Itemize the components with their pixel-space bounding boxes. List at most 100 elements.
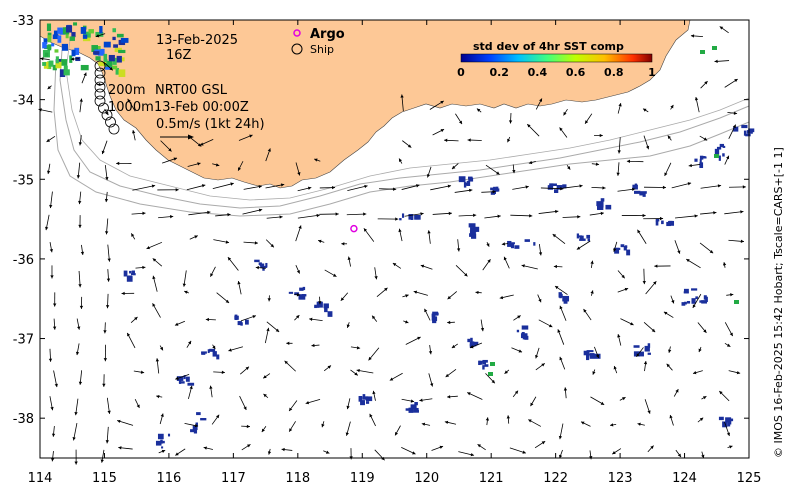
sst-patch: [432, 320, 436, 323]
sst-patch: [687, 301, 690, 304]
sst-patch: [467, 181, 470, 186]
sst-patch-coastal: [64, 69, 70, 75]
sst-patch: [695, 296, 698, 299]
sst-patch: [684, 289, 689, 294]
sst-patch: [559, 292, 562, 297]
sst-patch: [722, 153, 724, 156]
sst-patch: [601, 202, 603, 208]
sst-patch-coastal: [88, 29, 93, 33]
sst-patch: [314, 305, 317, 308]
colorbar-tick-label: 0.4: [528, 66, 548, 79]
product-time-label: 13-Feb 00:00Z: [154, 100, 249, 115]
colorbar-tick-label: 0: [457, 66, 465, 79]
sst-patch: [129, 271, 131, 274]
sst-patch: [432, 314, 436, 317]
x-tick-label: 119: [350, 471, 375, 486]
sst-patch: [200, 418, 206, 420]
sst-patch: [161, 446, 163, 448]
sst-patch-coastal: [73, 22, 77, 25]
sst-patch-coastal: [117, 34, 124, 38]
colorbar-tick-label: 0.2: [489, 66, 509, 79]
sst-patch: [645, 346, 650, 352]
sst-patch-coastal: [95, 56, 100, 60]
sst-patch: [601, 198, 605, 201]
sst-patch-coastal: [71, 32, 75, 37]
sst-patch: [597, 206, 599, 209]
sst-patch-coastal: [56, 56, 59, 63]
sst-patch-coastal: [61, 59, 67, 66]
sst-patch: [589, 354, 594, 356]
sst-patch: [720, 144, 724, 147]
sst-patch: [478, 361, 480, 365]
sst-patch: [634, 345, 640, 348]
sst-patch-coastal: [113, 44, 118, 47]
sst-patch: [186, 377, 190, 382]
sst-patch: [482, 360, 487, 363]
colorbar-tick-label: 0.8: [604, 66, 624, 79]
sst-patch: [684, 302, 687, 305]
sst-patch: [741, 125, 747, 128]
sst-patch: [719, 156, 721, 161]
credit-text: © IMOS 16-Feb-2025 15:42 Hobart; Tscale=…: [772, 147, 785, 458]
sst-patch: [635, 184, 637, 186]
sst-patch-coastal: [93, 51, 99, 55]
sst-patch-coastal: [109, 55, 115, 61]
sst-patch: [196, 412, 201, 415]
sst-patch-coastal: [47, 35, 51, 42]
sst-patch: [744, 131, 746, 136]
sst-patch: [179, 381, 185, 383]
sst-patch: [551, 183, 557, 186]
x-tick-label: 122: [543, 471, 568, 486]
sst-patch: [194, 429, 197, 434]
sst-patch-coastal: [57, 28, 62, 34]
sst-patch: [467, 339, 470, 342]
sst-patch: [514, 245, 519, 249]
x-tick-label: 120: [414, 471, 439, 486]
sst-patch: [399, 218, 401, 220]
sst-patch: [596, 201, 601, 206]
sst-patch: [432, 316, 437, 320]
sst-patch: [324, 303, 329, 308]
sst-patch: [470, 227, 476, 232]
sst-patch: [265, 263, 267, 267]
sst-patch-coastal: [49, 61, 54, 67]
sst-patch: [525, 239, 530, 242]
sst-patch: [289, 292, 293, 294]
sst-patch: [554, 189, 558, 193]
sst-patch: [260, 263, 265, 266]
sst-patch: [666, 222, 671, 226]
sst-patch: [413, 408, 418, 412]
sst-patch: [564, 297, 567, 302]
sst-patch: [511, 243, 514, 248]
sst-patch: [328, 311, 333, 317]
sst-patch: [187, 383, 194, 386]
sst-patch: [521, 333, 528, 338]
y-tick-label: -34: [13, 94, 34, 109]
sst-patch: [727, 421, 730, 426]
sst-patch: [464, 182, 466, 188]
sst-patch-coastal: [42, 62, 46, 66]
sst-patch: [245, 320, 249, 325]
sst-patch-high: [712, 46, 717, 50]
sst-patch: [605, 205, 611, 210]
y-tick-label: -38: [13, 412, 34, 427]
sst-patch: [533, 242, 535, 246]
sst-patch: [634, 191, 640, 194]
x-tick-label: 116: [156, 471, 181, 486]
sst-patch: [694, 159, 697, 162]
x-tick-label: 114: [28, 471, 53, 486]
sst-patch: [625, 245, 627, 248]
sst-patch-high: [714, 154, 719, 158]
sst-patch: [156, 441, 162, 446]
sst-patch: [201, 351, 207, 353]
sst-patch: [626, 250, 630, 256]
sst-patch: [661, 221, 664, 225]
sst-patch-coastal: [118, 50, 125, 53]
sst-patch-high: [490, 362, 495, 366]
sst-patch-coastal: [42, 42, 47, 48]
sst-patch: [485, 364, 489, 367]
sst-patch: [522, 325, 529, 329]
sst-patch: [216, 354, 219, 359]
sst-patch-coastal: [55, 49, 59, 52]
sst-patch: [132, 271, 135, 274]
